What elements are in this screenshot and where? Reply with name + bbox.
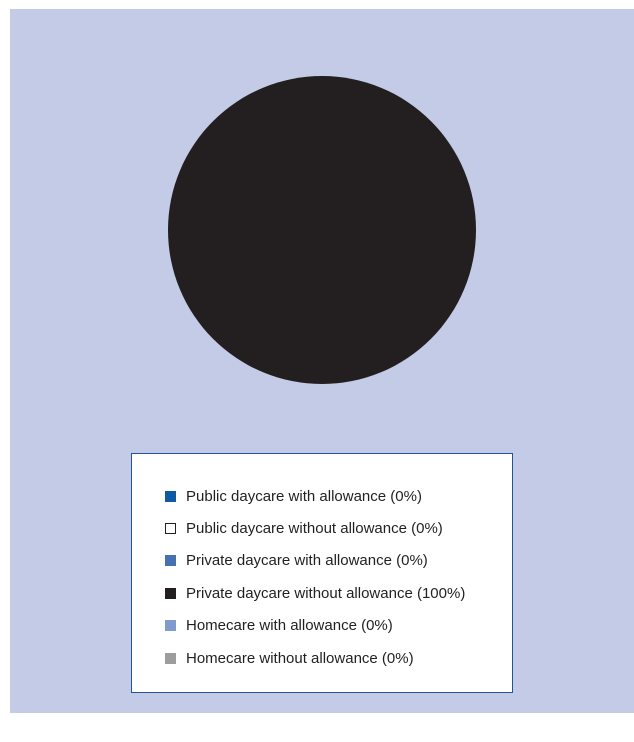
legend-item: Private daycare with allowance (0%): [165, 545, 465, 577]
legend-swatch: [165, 523, 176, 535]
legend-list: Public daycare with allowance (0%) Publi…: [165, 480, 465, 674]
chart-panel: Public daycare with allowance (0%) Publi…: [10, 9, 634, 713]
legend-label: Homecare with allowance (0%): [186, 617, 393, 635]
legend-item: Public daycare without allowance (0%): [165, 512, 465, 544]
pie-slice: [168, 76, 476, 384]
legend: Public daycare with allowance (0%) Publi…: [131, 453, 513, 693]
pie-chart: [168, 76, 476, 384]
legend-item: Public daycare with allowance (0%): [165, 480, 465, 512]
legend-label: Private daycare without allowance (100%): [186, 584, 466, 602]
legend-swatch: [165, 555, 176, 567]
legend-swatch: [165, 587, 176, 599]
legend-label: Homecare without allowance (0%): [186, 649, 414, 667]
legend-swatch: [165, 490, 176, 502]
legend-swatch: [165, 652, 176, 664]
legend-label: Public daycare without allowance (0%): [186, 520, 443, 538]
legend-label: Public daycare with allowance (0%): [186, 487, 422, 505]
legend-item: Private daycare without allowance (100%): [165, 577, 465, 609]
legend-label: Private daycare with allowance (0%): [186, 552, 428, 570]
legend-swatch: [165, 620, 176, 632]
legend-item: Homecare with allowance (0%): [165, 610, 465, 642]
legend-item: Homecare without allowance (0%): [165, 642, 465, 674]
